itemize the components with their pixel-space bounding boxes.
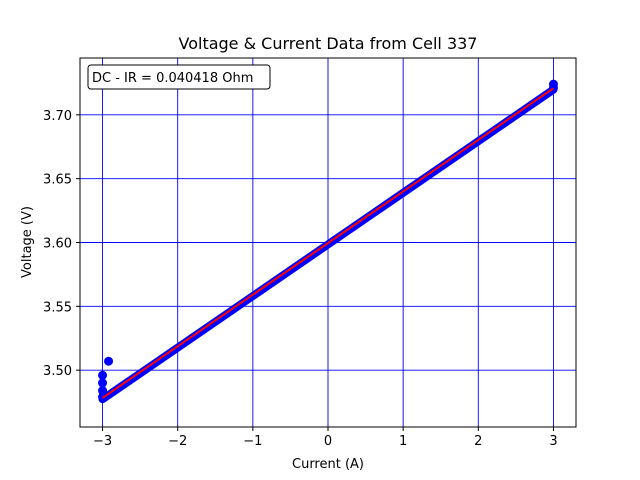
- data-layer: [98, 79, 558, 404]
- ir-annotation-text: DC - IR = 0.040418 Ohm: [92, 71, 253, 86]
- x-tick-label: 2: [474, 434, 482, 449]
- axis-ticks: −3 −2 −1 0 1 2 3 3.50 3.55 3.60 3.65 3.70: [43, 109, 558, 449]
- measured-data-band: [98, 85, 558, 404]
- x-tick-label: −1: [243, 434, 262, 449]
- measured-data-point: [104, 356, 114, 366]
- y-tick-label: 3.70: [43, 109, 72, 124]
- x-tick-label: 0: [324, 434, 332, 449]
- ir-annotation: DC - IR = 0.040418 Ohm: [87, 64, 271, 90]
- x-tick-label: −3: [93, 434, 112, 449]
- y-axis-label: Voltage (V): [20, 206, 35, 278]
- x-tick-label: 1: [399, 434, 407, 449]
- x-tick-label: −2: [168, 434, 187, 449]
- measured-data-point: [98, 378, 108, 388]
- y-tick-label: 3.65: [43, 173, 72, 188]
- fit-line: [101, 87, 555, 399]
- x-axis-label: Current (A): [292, 457, 364, 472]
- chart-title: Voltage & Current Data from Cell 337: [179, 34, 478, 53]
- ir-annotation-box: [87, 64, 271, 90]
- x-tick-label: 3: [549, 434, 557, 449]
- y-tick-label: 3.60: [43, 237, 72, 252]
- y-tick-label: 3.55: [43, 300, 72, 315]
- measured-data-point: [98, 386, 108, 396]
- y-tick-label: 3.50: [43, 364, 72, 379]
- measured-data-point: [98, 370, 108, 380]
